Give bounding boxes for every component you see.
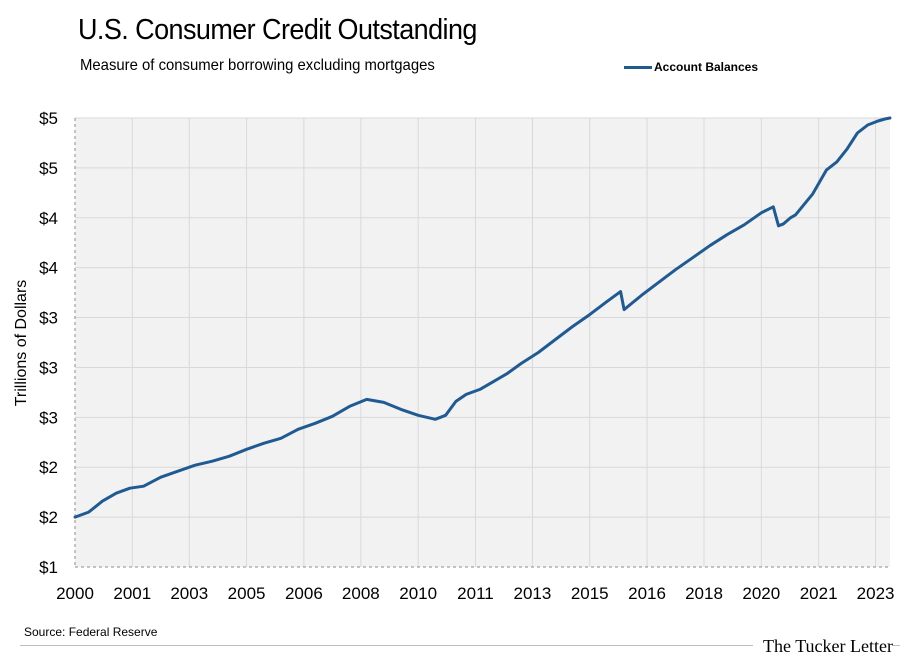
y-tick-label: $5 xyxy=(39,159,58,178)
x-tick-label: 2011 xyxy=(457,584,494,603)
footer-divider xyxy=(20,645,900,646)
x-tick-label: 2023 xyxy=(857,584,895,603)
y-tick-label: $5 xyxy=(39,109,58,128)
y-tick-label: $3 xyxy=(39,358,58,377)
x-tick-label: 2010 xyxy=(399,584,437,603)
x-tick-label: 2005 xyxy=(228,584,266,603)
chart-title: U.S. Consumer Credit Outstanding xyxy=(78,14,477,46)
x-tick-label: 2003 xyxy=(170,584,208,603)
x-tick-label: 2021 xyxy=(800,584,838,603)
x-tick-label: 2020 xyxy=(742,584,780,603)
brand-name: The Tucker Letter xyxy=(753,636,893,657)
chart-subtitle: Measure of consumer borrowing excluding … xyxy=(80,57,435,74)
y-axis-label: Trillions of Dollars xyxy=(13,280,30,407)
x-tick-label: 2018 xyxy=(685,584,723,603)
legend-swatch xyxy=(624,65,652,69)
y-tick-label: $2 xyxy=(39,458,58,477)
x-tick-label: 2006 xyxy=(285,584,323,603)
x-tick-label: 2001 xyxy=(113,584,151,603)
x-tick-label: 2016 xyxy=(628,584,666,603)
y-tick-label: $4 xyxy=(39,259,58,278)
legend: Account Balances xyxy=(624,60,758,74)
x-axis-ticks: 2000 2001 2003 2005 2006 2008 2010 2011 2013 2015… xyxy=(56,584,894,603)
y-tick-label: $3 xyxy=(39,408,58,427)
x-tick-label: 2008 xyxy=(342,584,380,603)
plot-area xyxy=(75,118,890,567)
y-tick-label: $3 xyxy=(39,309,58,328)
y-axis-ticks: $1 $2 $2 $3 $3 $3 $4 $4 $5 $5 xyxy=(39,109,58,577)
source-note: Source: Federal Reserve xyxy=(24,625,158,639)
y-tick-label: $4 xyxy=(39,209,58,228)
x-tick-label: 2013 xyxy=(514,584,552,603)
x-tick-label: 2000 xyxy=(56,584,94,603)
x-tick-label: 2015 xyxy=(571,584,609,603)
y-tick-label: $2 xyxy=(39,508,58,527)
series-line-account-balances xyxy=(73,116,892,519)
y-tick-label: $1 xyxy=(39,558,58,577)
legend-label: Account Balances xyxy=(654,60,759,74)
